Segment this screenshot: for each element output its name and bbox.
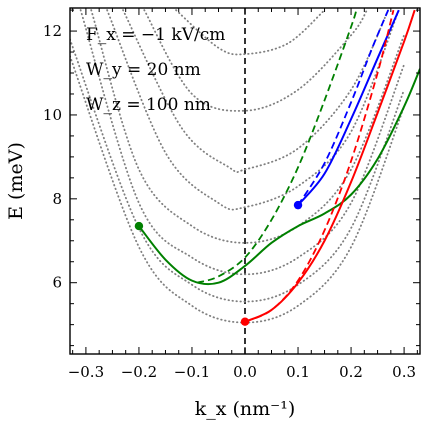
dotted-band-7 [175, 9, 326, 56]
annotation-wz: W_z = 100 nm [86, 95, 211, 115]
dashed-curve-13 [244, 9, 395, 323]
annotation-fx: F_x = −1 kV/cm [86, 25, 225, 45]
dotted-band-2 [79, 9, 405, 276]
x-tick-label: −0.2 [121, 363, 157, 381]
dotted-band-3 [90, 9, 405, 244]
dotted-band-1 [70, 38, 405, 303]
x-tick-label: −0.3 [68, 363, 104, 381]
annotation-layer: F_x = −1 kV/cm W_y = 20 nm W_z = 100 nm [86, 25, 225, 115]
y-tick-label: 8 [52, 190, 62, 208]
solid-curve-8 [138, 68, 420, 286]
x-axis-title: k_x (nm⁻¹) [195, 398, 296, 420]
dashed-curve-9 [197, 9, 358, 284]
y-tick-label: 6 [52, 274, 62, 292]
y-axis-title: E (meV) [5, 142, 27, 220]
y-tick-label: 10 [43, 106, 62, 124]
marker-layer [134, 200, 303, 326]
curve-start-marker-2 [240, 317, 250, 326]
dotted-band-6 [143, 9, 368, 112]
curve-start-marker-1 [293, 200, 303, 210]
dashed-curve-11 [297, 9, 390, 206]
solid-curve-10 [297, 9, 400, 206]
x-tick-label: 0.0 [233, 363, 257, 381]
dotted-band-5 [122, 9, 390, 174]
x-tick-label: 0.1 [286, 363, 310, 381]
dotted-band-4 [106, 9, 400, 211]
x-tick-label: 0.2 [339, 363, 363, 381]
curve-start-marker-0 [134, 221, 144, 231]
tick-layer: −0.3 −0.2 −0.1 0.0 0.1 0.2 0.3 6 8 10 12 [43, 8, 420, 381]
x-tick-label: −0.1 [174, 363, 210, 381]
x-tick-label: 0.3 [392, 363, 416, 381]
annotation-wy: W_y = 20 nm [86, 60, 201, 80]
y-tick-label: 12 [43, 22, 62, 40]
